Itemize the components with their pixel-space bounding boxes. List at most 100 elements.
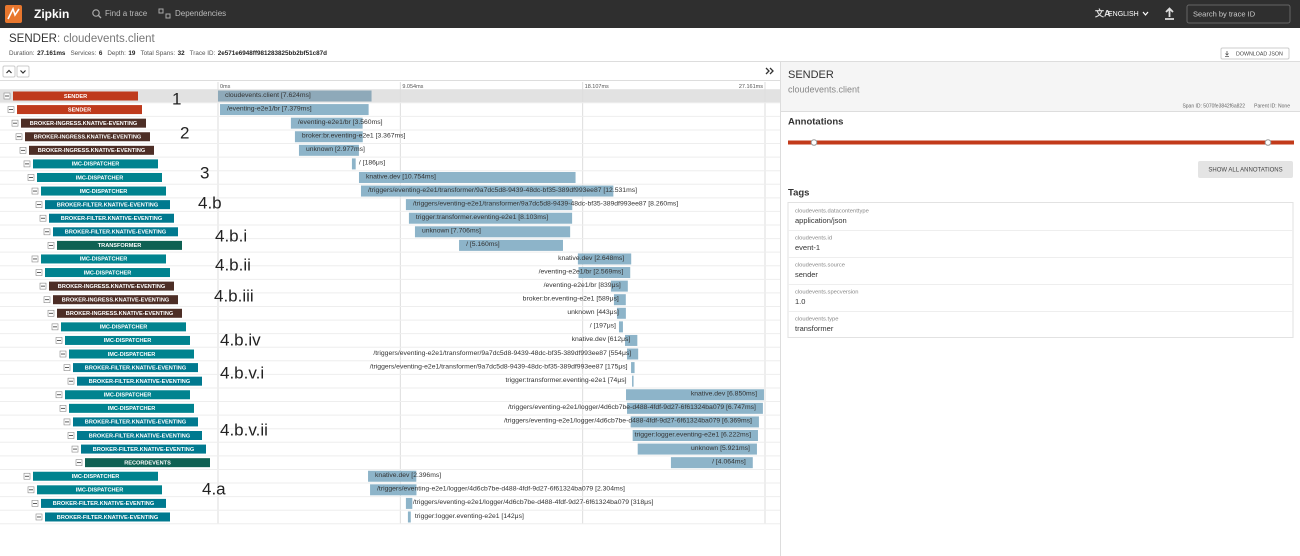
chevron xyxy=(1142,11,1149,16)
span-bar[interactable] xyxy=(351,158,356,170)
service-name: RECORDEVENTS xyxy=(124,460,171,466)
span-bar[interactable] xyxy=(358,171,576,183)
language-select[interactable]: ENGLISH xyxy=(1108,11,1139,18)
nav-link[interactable]: Dependencies xyxy=(175,9,226,18)
service-badge xyxy=(77,376,202,386)
span-bar[interactable] xyxy=(618,321,623,333)
span-bar[interactable] xyxy=(625,334,638,346)
tag-value: 1.0 xyxy=(795,297,805,306)
span-bar[interactable] xyxy=(577,253,632,265)
span-bar[interactable] xyxy=(405,199,573,211)
span-bar[interactable] xyxy=(408,212,573,224)
service-badge xyxy=(41,186,166,196)
down-icon xyxy=(20,70,26,74)
span-bar[interactable] xyxy=(290,117,363,129)
span-bar[interactable] xyxy=(407,511,411,523)
service-badge xyxy=(69,349,194,359)
service-badge xyxy=(53,227,178,237)
span-label: trigger:transformer.eventing-e2e1 [8.103… xyxy=(416,214,548,221)
service-name: BROKER-INGRESS.KNATIVE-EVENTING xyxy=(30,121,137,127)
span-label: /triggers/eventing-e2e1/transformer/9a7d… xyxy=(373,350,631,357)
expand-button[interactable] xyxy=(2,65,16,78)
annotation: 1 xyxy=(172,89,181,108)
collapse-button[interactable] xyxy=(16,65,30,78)
span-bar[interactable] xyxy=(670,457,753,469)
annotation: 4.b.iv xyxy=(220,330,261,349)
span-bar[interactable] xyxy=(405,497,413,509)
span-label: / [5.160ms] xyxy=(466,241,500,248)
span-label: /triggers/eventing-e2e1/logger/4d6cb7be-… xyxy=(504,418,752,425)
span-label: unknown [7.706ms] xyxy=(422,228,481,235)
span-bar[interactable] xyxy=(631,362,635,374)
summary-label: Trace ID: xyxy=(190,50,216,57)
annotation-point[interactable] xyxy=(810,139,818,146)
service-name: IMC-DISPATCHER xyxy=(76,175,124,181)
span-bar[interactable] xyxy=(220,104,369,116)
service-badge xyxy=(69,403,194,413)
annotation-point[interactable] xyxy=(1264,139,1272,146)
detail-service: SENDER xyxy=(788,69,834,81)
span-bar[interactable] xyxy=(626,389,764,401)
span-bar[interactable] xyxy=(578,267,631,279)
service-badge xyxy=(81,444,206,454)
summary-value: 19 xyxy=(128,50,136,57)
tag-key: cloudevents.id xyxy=(795,236,832,242)
span-bar[interactable] xyxy=(616,307,626,319)
service-name: IMC-DISPATCHER xyxy=(100,325,148,331)
tick-label: 0ms xyxy=(220,84,231,90)
service-badge xyxy=(85,458,210,468)
span-bar[interactable] xyxy=(370,484,417,496)
service-badge xyxy=(25,132,150,142)
span-bar[interactable] xyxy=(627,402,763,414)
service-name: BROKER-INGRESS.KNATIVE-EVENTING xyxy=(58,284,165,290)
download-button[interactable] xyxy=(1220,47,1290,60)
tags-card xyxy=(787,202,1294,338)
span-label: broker:br.eventing-e2e1 [3.367ms] xyxy=(302,133,406,140)
service-badge xyxy=(65,390,190,400)
span-bar[interactable] xyxy=(298,144,359,156)
span-bar[interactable] xyxy=(610,280,628,292)
logo[interactable] xyxy=(5,5,22,23)
span-label: /eventing-e2e1/br [7.379ms] xyxy=(227,105,312,112)
span-label: trigger:logger.eventing-e2e1 [142μs] xyxy=(415,513,524,520)
span-bar[interactable] xyxy=(632,375,634,387)
span-bar[interactable] xyxy=(360,185,614,197)
search-box[interactable] xyxy=(1186,4,1291,24)
span-bar[interactable] xyxy=(459,239,563,251)
span-bar[interactable] xyxy=(613,294,626,306)
span-bar[interactable] xyxy=(630,416,759,428)
service-name: BROKER-INGRESS.KNATIVE-EVENTING xyxy=(34,135,141,141)
service-name: BROKER-INGRESS.KNATIVE-EVENTING xyxy=(62,297,169,303)
parent-id: Parent ID: None xyxy=(1254,103,1290,109)
tags-title: Tags xyxy=(788,188,809,199)
span-label: unknown [443μs] xyxy=(567,309,619,316)
span-bar[interactable] xyxy=(637,443,757,455)
service-name: IMC-DISPATCHER xyxy=(108,406,156,412)
service-badge xyxy=(57,240,182,250)
service-name: TRANSFORMER xyxy=(98,243,142,249)
summary-value: 27.161ms xyxy=(37,50,66,57)
summary-label: Depth: xyxy=(107,50,126,57)
span-label: broker:br.eventing-e2e1 [589μs] xyxy=(523,295,619,302)
span-bar[interactable] xyxy=(368,470,417,482)
service-name: IMC-DISPATCHER xyxy=(84,270,132,276)
service-name: BROKER-FILTER.KNATIVE-EVENTING xyxy=(57,202,158,208)
span-bar[interactable] xyxy=(294,131,363,143)
span-bar[interactable] xyxy=(414,226,571,238)
service-badge xyxy=(73,417,198,427)
service-badge xyxy=(13,91,138,101)
span-bar[interactable] xyxy=(218,90,372,102)
span-bar[interactable] xyxy=(632,430,758,441)
brand[interactable]: Zipkin xyxy=(34,7,69,21)
service-name: BROKER-INGRESS.KNATIVE-EVENTING xyxy=(38,148,145,154)
span-bar[interactable] xyxy=(627,348,639,360)
service-badge xyxy=(45,512,170,522)
nav-link[interactable]: Find a trace xyxy=(105,9,148,18)
search-icon xyxy=(92,9,100,17)
upload-icon[interactable] xyxy=(1165,7,1174,20)
annotation: 4.b.ii xyxy=(215,255,251,274)
toggle-panel[interactable] xyxy=(765,67,774,75)
show-all-button[interactable] xyxy=(1198,161,1293,178)
service-name: SENDER xyxy=(68,107,91,113)
